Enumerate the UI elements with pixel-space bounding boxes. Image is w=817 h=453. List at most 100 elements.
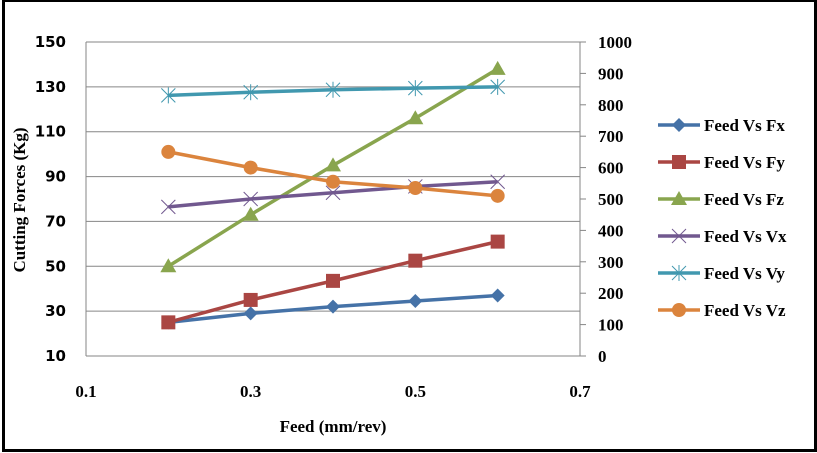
diamond-marker [243,306,258,321]
legend-item: Feed Vs Vz [658,301,786,320]
legend-label: Feed Vs Vz [704,301,786,320]
legend-label: Feed Vs Fy [704,153,785,172]
diamond-marker [490,288,505,303]
legend-marker [672,155,686,169]
data-point [408,294,423,309]
data-point [161,315,176,330]
y2-tick-label: 400 [598,221,624,240]
x-marker-stroke [671,228,687,244]
circle-marker [490,188,505,203]
data-point [243,160,258,175]
data-point [408,181,423,196]
data-point [326,174,340,189]
triangle-marker [242,206,259,221]
diamond-marker [326,299,340,314]
y2-tick-label: 600 [598,159,624,178]
data-point [326,299,340,314]
triangle-marker [325,157,341,172]
y-tick-label: 30 [45,302,66,320]
legend: Feed Vs Fx Feed Vs Fy Feed Vs Fz Feed Vs Vx… [658,116,787,320]
diamond-marker [408,294,423,309]
data-point [490,174,506,190]
data-point [490,234,505,249]
circle-marker [408,181,423,196]
series-group [160,60,506,330]
y2-tick-label: 900 [598,64,624,83]
data-point [489,60,506,75]
data-point [161,144,176,159]
tick-labels: 10 30 50 70 90 110 130 150 0 100 200 300 400 500 600 70… [35,33,632,401]
legend-label: Feed Vs Vy [704,264,785,283]
y2-tick-label: 0 [598,347,607,366]
circle-marker [243,160,258,175]
diamond-marker [672,118,686,132]
data-point [325,185,341,201]
y2-tick-label: 100 [598,316,624,335]
x-axis-title: Feed (mm/rev) [280,417,387,436]
y2-tick-label: 500 [598,190,624,209]
y2-tick-label: 1000 [598,33,632,52]
axes [85,41,586,357]
square-marker [408,253,423,268]
data-point [490,188,505,203]
data-point [325,157,341,172]
legend-label: Feed Vs Vx [704,227,787,246]
square-marker [243,292,258,307]
y-tick-label: 50 [45,257,66,275]
y2-tick-label: 700 [598,127,624,146]
data-point [407,80,423,97]
y-tick-label: 10 [45,347,66,365]
legend-item: Feed Vs Fx [658,116,785,135]
triangle-marker [489,60,506,75]
circle-marker [326,174,340,189]
x-marker-stroke [325,185,341,201]
legend-marker [671,191,687,205]
triangle-marker [160,258,177,273]
square-marker [161,315,176,330]
data-point [243,191,259,207]
series-feed-vs-fy [161,234,505,330]
square-marker [326,273,340,288]
square-marker [672,155,686,169]
y2-tick-label: 300 [598,253,624,272]
x-marker-stroke [160,199,176,215]
data-point [490,288,505,303]
legend-item: Feed Vs Fy [658,153,785,172]
data-point [408,253,423,268]
series-feed-vs-fz [160,60,506,273]
triangle-marker [407,110,424,125]
circle-marker [672,303,686,317]
data-point [407,110,424,125]
y2-tick-label: 800 [598,96,624,115]
data-point [160,258,177,273]
x-marker-stroke [243,191,259,207]
data-point [243,84,259,101]
y-tick-label: 150 [35,33,66,51]
data-point [490,78,506,95]
legend-item: Feed Vs Vy [658,264,785,283]
data-point [160,199,176,215]
square-marker [490,234,505,249]
x-marker-stroke [490,174,506,190]
series-feed-vs-vz [161,144,505,203]
data-point [326,273,340,288]
triangle-marker [671,191,687,205]
y-tick-label: 70 [45,212,66,230]
legend-marker [671,265,687,281]
x-tick-label: 0.3 [240,382,261,401]
y-tick-label: 130 [35,78,66,96]
data-point [243,292,258,307]
y2-tick-label: 200 [598,284,624,303]
legend-item: Feed Vs Vx [658,227,787,246]
series-feed-vs-vy [160,78,506,104]
x-tick-label: 0.5 [405,382,426,401]
y-axis-title: Cutting Forces (Kg) [10,127,29,272]
legend-marker [672,118,686,132]
legend-marker [671,228,687,244]
legend-marker [672,303,686,317]
y-tick-label: 110 [35,123,66,141]
data-point [325,81,341,98]
data-point [242,206,259,221]
